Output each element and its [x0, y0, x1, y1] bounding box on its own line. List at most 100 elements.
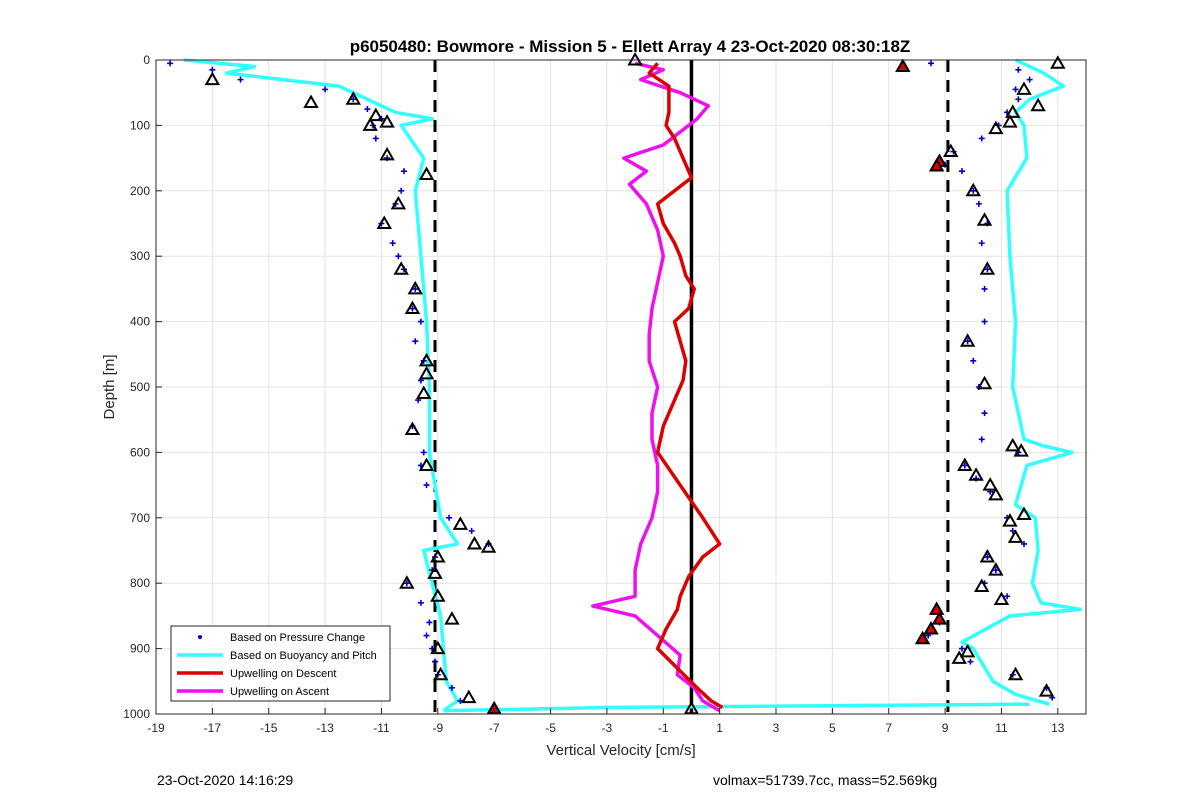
triangle-marker — [418, 352, 435, 367]
series-line — [591, 61, 721, 713]
triangle-marker — [988, 486, 1004, 501]
pressure-change-point — [964, 338, 971, 345]
x-tick-label: 13 — [1051, 721, 1065, 735]
pressure-change-point — [1012, 86, 1019, 93]
x-tick-label: -13 — [316, 721, 334, 735]
triangle-marker — [390, 195, 407, 210]
axis-ticks: -19 -17 -15 -13 -11 -9 -7 -5 -3 -1 1 3 5 7 9 11 13010020… — [123, 53, 1065, 735]
triangle-marker — [444, 611, 460, 625]
triangle-marker — [923, 620, 939, 635]
pressure-change-point — [423, 632, 430, 639]
pressure-change-point — [961, 462, 968, 469]
triangle-marker — [914, 630, 931, 645]
triangle-marker — [432, 666, 449, 681]
y-tick-label: 1000 — [123, 707, 150, 721]
x-tick-label: 9 — [942, 721, 949, 735]
x-tick-label: 1 — [716, 721, 723, 735]
triangle-marker — [928, 157, 945, 172]
pressure-change-point — [992, 567, 999, 574]
legend: Based on Pressure Change Based on Buoyanc… — [170, 625, 391, 702]
pressure-change-point — [984, 554, 991, 561]
y-tick-label: 300 — [130, 249, 150, 263]
x-tick-label: -7 — [489, 721, 500, 735]
triangle-marker — [480, 539, 497, 553]
x-tick-label: 11 — [995, 721, 1008, 735]
pressure-change-point — [970, 187, 977, 194]
triangle-marker — [993, 591, 1010, 606]
triangle-marker — [1002, 114, 1018, 128]
triangle-marker — [404, 300, 421, 315]
x-tick-label: -19 — [147, 721, 165, 735]
triangle-marker — [416, 385, 432, 400]
pressure-change-point — [984, 266, 991, 273]
footer-stats: volmax=51739.7cc, mass=52.569kg — [713, 772, 938, 788]
triangle-marker — [427, 565, 443, 579]
reference-lines — [433, 60, 950, 714]
triangle-marker — [957, 457, 973, 471]
series-line — [647, 62, 724, 709]
triangle-marker — [968, 467, 984, 481]
pressure-change-point — [457, 697, 464, 704]
y-tick-label: 600 — [130, 445, 150, 459]
footer-timestamp: 23-Oct-2020 14:16:29 — [157, 772, 294, 788]
pressure-change-point — [978, 135, 985, 142]
pressure-change-point — [420, 449, 427, 456]
pressure-change-point — [1026, 76, 1033, 83]
triangle-marker — [1007, 666, 1024, 681]
triangle-marker — [1016, 506, 1032, 521]
triangle-marker — [1005, 104, 1021, 118]
legend-entry-label: Based on Buoyancy and Pitch — [230, 650, 377, 662]
pressure-change-point — [981, 318, 988, 325]
triangle-marker — [976, 212, 993, 226]
pressure-change-point — [417, 599, 424, 606]
triangle-marker — [430, 549, 446, 563]
x-tick-label: -9 — [432, 721, 443, 735]
pressure-change-point — [395, 253, 402, 260]
pressure-change-point — [967, 658, 974, 665]
triangle-marker — [452, 516, 469, 530]
pressure-change-point — [167, 60, 174, 67]
triangle-marker — [376, 215, 392, 229]
triangle-marker — [404, 421, 421, 436]
y-tick-label: 200 — [130, 184, 150, 198]
pressure-change-point — [372, 135, 379, 142]
triangle-marker — [976, 375, 993, 390]
triangle-marker — [1005, 437, 1021, 452]
pressure-change-point — [409, 305, 416, 312]
triangle-marker — [345, 91, 361, 105]
triangle-marker — [1016, 81, 1032, 95]
pressure-change-point — [1021, 540, 1027, 547]
triangle-markers — [204, 51, 1066, 715]
y-tick-label: 400 — [130, 315, 150, 329]
pressure-change-point — [446, 514, 453, 521]
pressure-change-point — [412, 285, 419, 292]
legend-entry-label: Based on Pressure Change — [230, 632, 365, 644]
triangle-marker — [204, 71, 221, 86]
pressure-change-point — [237, 76, 244, 83]
triangle-marker — [982, 477, 998, 491]
x-tick-label: 5 — [829, 721, 836, 735]
pressure-change-point — [981, 410, 988, 417]
x-tick-label: -17 — [204, 721, 222, 735]
legend-entry-label: Upwelling on Descent — [230, 668, 336, 680]
triangle-marker — [1038, 683, 1055, 697]
x-tick-label: -5 — [545, 721, 556, 735]
triangle-marker — [979, 261, 996, 275]
y-tick-label: 700 — [130, 511, 150, 525]
pressure-change-point — [398, 187, 405, 194]
chart-title: p6050480: Bowmore - Mission 5 - Ellett A… — [350, 37, 911, 56]
triangle-marker — [979, 549, 996, 563]
x-tick-label: 3 — [773, 721, 780, 735]
pressure-change-point — [432, 658, 438, 665]
triangle-marker — [379, 114, 395, 128]
triangle-marker — [683, 700, 700, 715]
triangle-marker — [951, 650, 967, 664]
legend-entry-label: Upwelling on Ascent — [230, 686, 329, 698]
triangle-marker — [1007, 529, 1024, 543]
series-line — [184, 58, 460, 713]
triangle-marker — [959, 333, 976, 347]
pressure-change-point — [959, 168, 965, 175]
pressure-change-point — [423, 482, 430, 489]
triangle-marker — [943, 143, 959, 158]
triangle-marker — [988, 562, 1004, 576]
